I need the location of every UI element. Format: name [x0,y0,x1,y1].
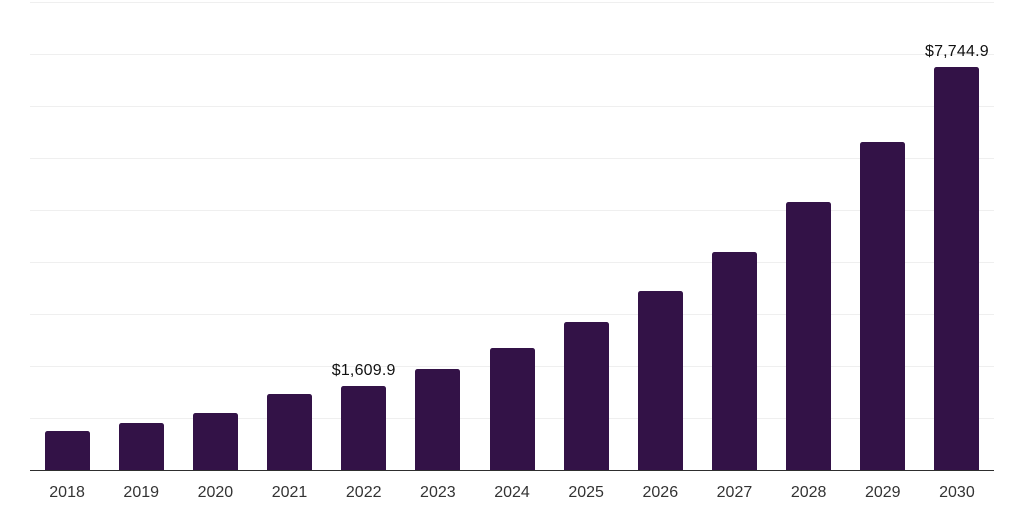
x-tick-label-2021: 2021 [271,484,308,501]
bar-2030 [934,67,980,470]
bar-2022 [341,386,387,470]
x-tick-label-2022: 2022 [345,484,382,501]
bar-value-label-2022: $1,609.9 [331,362,396,380]
x-tick-label-2028: 2028 [790,484,827,501]
x-tick-label-2018: 2018 [49,484,85,501]
x-tick-label-2030: 2030 [939,484,975,501]
x-tick-label-2023: 2023 [420,484,456,501]
x-tick-label-2019: 2019 [123,484,160,501]
gridline [30,262,994,263]
bar-2020 [192,413,238,470]
gridline [30,54,994,55]
gridline [30,210,994,211]
bar-2021 [267,393,313,470]
x-tick-label-2024: 2024 [494,484,530,501]
bar-2026 [637,290,683,470]
bar-2018 [44,430,90,470]
bar-2028 [786,202,832,470]
bar-2029 [860,141,906,470]
bar-2025 [563,322,609,470]
x-tick-label-2026: 2026 [642,484,679,501]
gridline [30,158,994,159]
bar-2019 [118,423,164,470]
gridline [30,314,994,315]
x-axis-line [30,469,994,472]
bar-2024 [489,348,535,470]
x-tick-label-2027: 2027 [716,484,753,501]
gridline [30,2,994,3]
gridline [30,106,994,107]
x-tick-label-2029: 2029 [864,484,901,501]
bar-2023 [415,369,461,470]
x-tick-label-2025: 2025 [568,484,604,501]
bar-value-label-2030: $7,744.9 [924,43,989,61]
x-tick-label-2020: 2020 [197,484,234,501]
bar-2027 [711,251,757,470]
